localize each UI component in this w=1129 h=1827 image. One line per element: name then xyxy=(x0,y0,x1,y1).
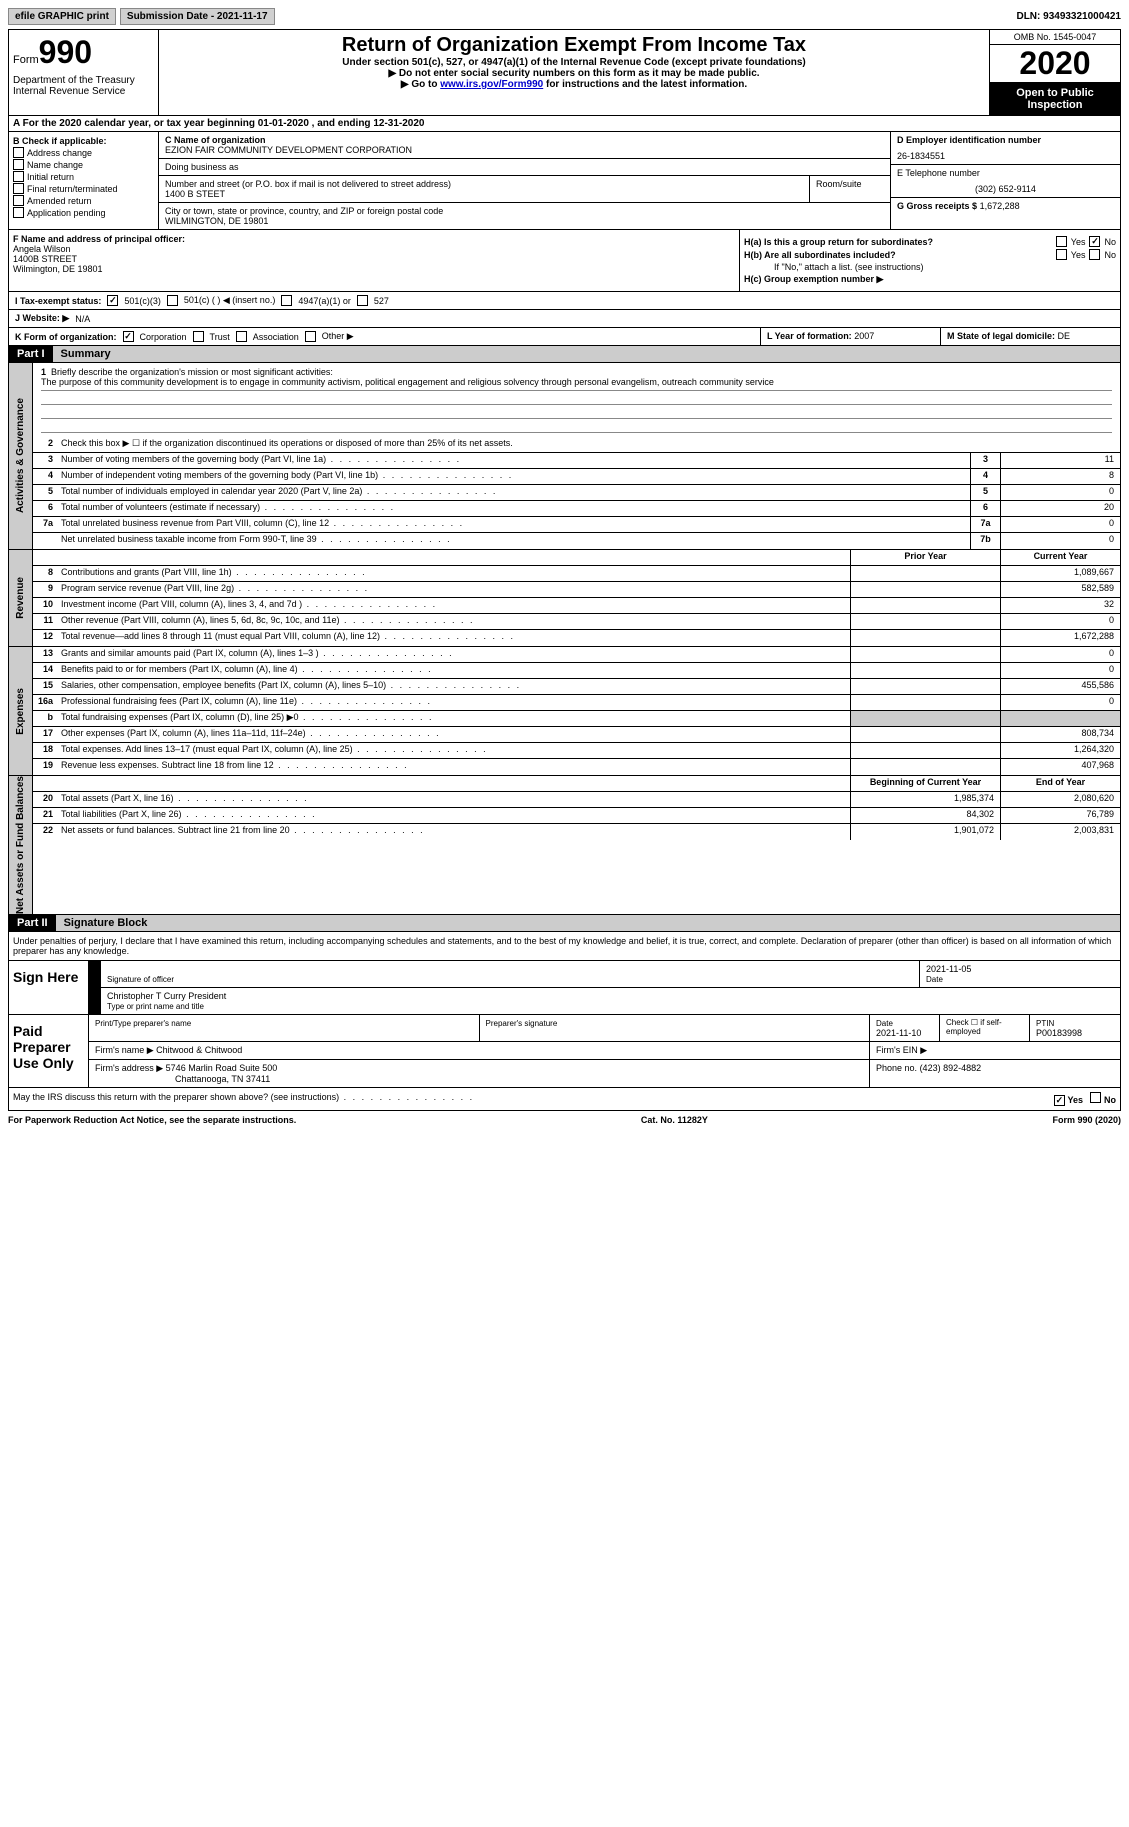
gross-label: G Gross receipts $ xyxy=(897,201,977,211)
efile-print-button[interactable]: efile GRAPHIC print xyxy=(8,8,116,25)
part1-title: Summary xyxy=(53,346,1120,362)
tax-year: 2020 xyxy=(990,45,1120,83)
sign-here-label: Sign Here xyxy=(9,961,89,1014)
officer-addr1: 1400B STREET xyxy=(13,254,77,264)
part1-header: Part I xyxy=(9,346,53,362)
city-label: City or town, state or province, country… xyxy=(165,206,884,216)
table-row: 10Investment income (Part VIII, column (… xyxy=(33,598,1120,614)
corp-checkbox[interactable] xyxy=(123,331,134,342)
table-row: 4Number of independent voting members of… xyxy=(33,469,1120,485)
tel-label: E Telephone number xyxy=(897,168,1114,178)
omb-number: OMB No. 1545-0047 xyxy=(990,30,1120,45)
4947-checkbox[interactable] xyxy=(281,295,292,306)
addr-label: Number and street (or P.O. box if mail i… xyxy=(165,179,803,189)
room-label: Room/suite xyxy=(810,176,890,202)
part2-header: Part II xyxy=(9,915,56,931)
form-subtitle: Under section 501(c), 527, or 4947(a)(1)… xyxy=(163,57,985,68)
discuss-question: May the IRS discuss this return with the… xyxy=(13,1092,474,1106)
ha-no[interactable] xyxy=(1089,236,1100,247)
527-checkbox[interactable] xyxy=(357,295,368,306)
table-row: 18Total expenses. Add lines 13–17 (must … xyxy=(33,743,1120,759)
part2-title: Signature Block xyxy=(56,915,1120,931)
table-row: 5Total number of individuals employed in… xyxy=(33,485,1120,501)
tax-exempt-label: I Tax-exempt status: xyxy=(15,296,101,306)
tab-revenue: Revenue xyxy=(15,577,26,619)
table-row: 7aTotal unrelated business revenue from … xyxy=(33,517,1120,533)
pra-notice: For Paperwork Reduction Act Notice, see … xyxy=(8,1115,296,1125)
assoc-checkbox[interactable] xyxy=(236,331,247,342)
submission-date: Submission Date - 2021-11-17 xyxy=(120,8,275,25)
table-row: 16aProfessional fundraising fees (Part I… xyxy=(33,695,1120,711)
info-grid: B Check if applicable: Address change Na… xyxy=(8,132,1121,230)
form-number: 990 xyxy=(39,34,92,71)
table-row: 11Other revenue (Part VIII, column (A), … xyxy=(33,614,1120,630)
form-note2: ▶ Go to www.irs.gov/Form990 for instruct… xyxy=(163,79,985,90)
501c3-checkbox[interactable] xyxy=(107,295,118,306)
open-to-public: Open to Public Inspection xyxy=(990,83,1120,115)
addr: 1400 B STEET xyxy=(165,189,803,199)
dln: DLN: 93493321000421 xyxy=(1016,11,1121,22)
table-row: bTotal fundraising expenses (Part IX, co… xyxy=(33,711,1120,727)
initial-return-checkbox[interactable] xyxy=(13,171,24,182)
ein: 26-1834551 xyxy=(897,145,1114,161)
form-word: Form xyxy=(13,54,39,66)
department: Department of the Treasury Internal Reve… xyxy=(13,71,154,101)
ein-label: D Employer identification number xyxy=(897,135,1114,145)
officer-addr2: Wilmington, DE 19801 xyxy=(13,264,103,274)
gross: 1,672,288 xyxy=(980,201,1020,211)
section-a: A For the 2020 calendar year, or tax yea… xyxy=(8,116,1121,132)
blank-space xyxy=(8,1129,1121,1529)
org-name-label: C Name of organization xyxy=(165,135,884,145)
form-header: Form 990 Department of the Treasury Inte… xyxy=(8,29,1121,116)
tab-governance: Activities & Governance xyxy=(15,398,26,513)
hb-yes[interactable] xyxy=(1056,249,1067,260)
table-row: 22Net assets or fund balances. Subtract … xyxy=(33,824,1120,840)
tab-net-assets: Net Assets or Fund Balances xyxy=(15,776,26,914)
form-note1: ▶ Do not enter social security numbers o… xyxy=(163,68,985,79)
paid-preparer-label: Paid Preparer Use Only xyxy=(9,1015,89,1087)
org-name: EZION FAIR COMMUNITY DEVELOPMENT CORPORA… xyxy=(165,145,884,155)
amended-return-checkbox[interactable] xyxy=(13,195,24,206)
final-return-checkbox[interactable] xyxy=(13,183,24,194)
website-val: N/A xyxy=(75,314,90,324)
top-bar: efile GRAPHIC print Submission Date - 20… xyxy=(8,8,1121,25)
table-row: 21Total liabilities (Part X, line 26)84,… xyxy=(33,808,1120,824)
table-row: 13Grants and similar amounts paid (Part … xyxy=(33,647,1120,663)
hb-no[interactable] xyxy=(1089,249,1100,260)
table-row: 8Contributions and grants (Part VIII, li… xyxy=(33,566,1120,582)
table-row: 20Total assets (Part X, line 16)1,985,37… xyxy=(33,792,1120,808)
application-pending-checkbox[interactable] xyxy=(13,207,24,218)
table-row: 15Salaries, other compensation, employee… xyxy=(33,679,1120,695)
officer-label: F Name and address of principal officer: xyxy=(13,234,185,244)
form-title: Return of Organization Exempt From Incom… xyxy=(163,34,985,57)
city: WILMINGTON, DE 19801 xyxy=(165,216,884,226)
501c-checkbox[interactable] xyxy=(167,295,178,306)
table-row: 9Program service revenue (Part VIII, lin… xyxy=(33,582,1120,598)
table-row: 12Total revenue—add lines 8 through 11 (… xyxy=(33,630,1120,646)
table-row: 14Benefits paid to or for members (Part … xyxy=(33,663,1120,679)
table-row: 17Other expenses (Part IX, column (A), l… xyxy=(33,727,1120,743)
tab-expenses: Expenses xyxy=(15,688,26,735)
tel: (302) 652-9114 xyxy=(897,178,1114,194)
name-change-checkbox[interactable] xyxy=(13,159,24,170)
trust-checkbox[interactable] xyxy=(193,331,204,342)
form-footer: Form 990 (2020) xyxy=(1052,1115,1121,1125)
officer-name: Angela Wilson xyxy=(13,244,71,254)
table-row: 3Number of voting members of the governi… xyxy=(33,453,1120,469)
mission-text: The purpose of this community developmen… xyxy=(41,377,1112,391)
website-label: J Website: ▶ xyxy=(15,313,69,324)
discuss-no[interactable] xyxy=(1090,1092,1101,1103)
table-row: 19Revenue less expenses. Subtract line 1… xyxy=(33,759,1120,775)
address-change-checkbox[interactable] xyxy=(13,147,24,158)
sig-declaration: Under penalties of perjury, I declare th… xyxy=(9,932,1120,960)
other-checkbox[interactable] xyxy=(305,331,316,342)
section-b-label: B Check if applicable: xyxy=(13,136,154,146)
irs-link[interactable]: www.irs.gov/Form990 xyxy=(440,79,543,90)
dba-label: Doing business as xyxy=(165,162,884,172)
discuss-yes[interactable] xyxy=(1054,1095,1065,1106)
table-row: Net unrelated business taxable income fr… xyxy=(33,533,1120,549)
ha-yes[interactable] xyxy=(1056,236,1067,247)
cat-no: Cat. No. 11282Y xyxy=(641,1115,708,1125)
table-row: 6Total number of volunteers (estimate if… xyxy=(33,501,1120,517)
